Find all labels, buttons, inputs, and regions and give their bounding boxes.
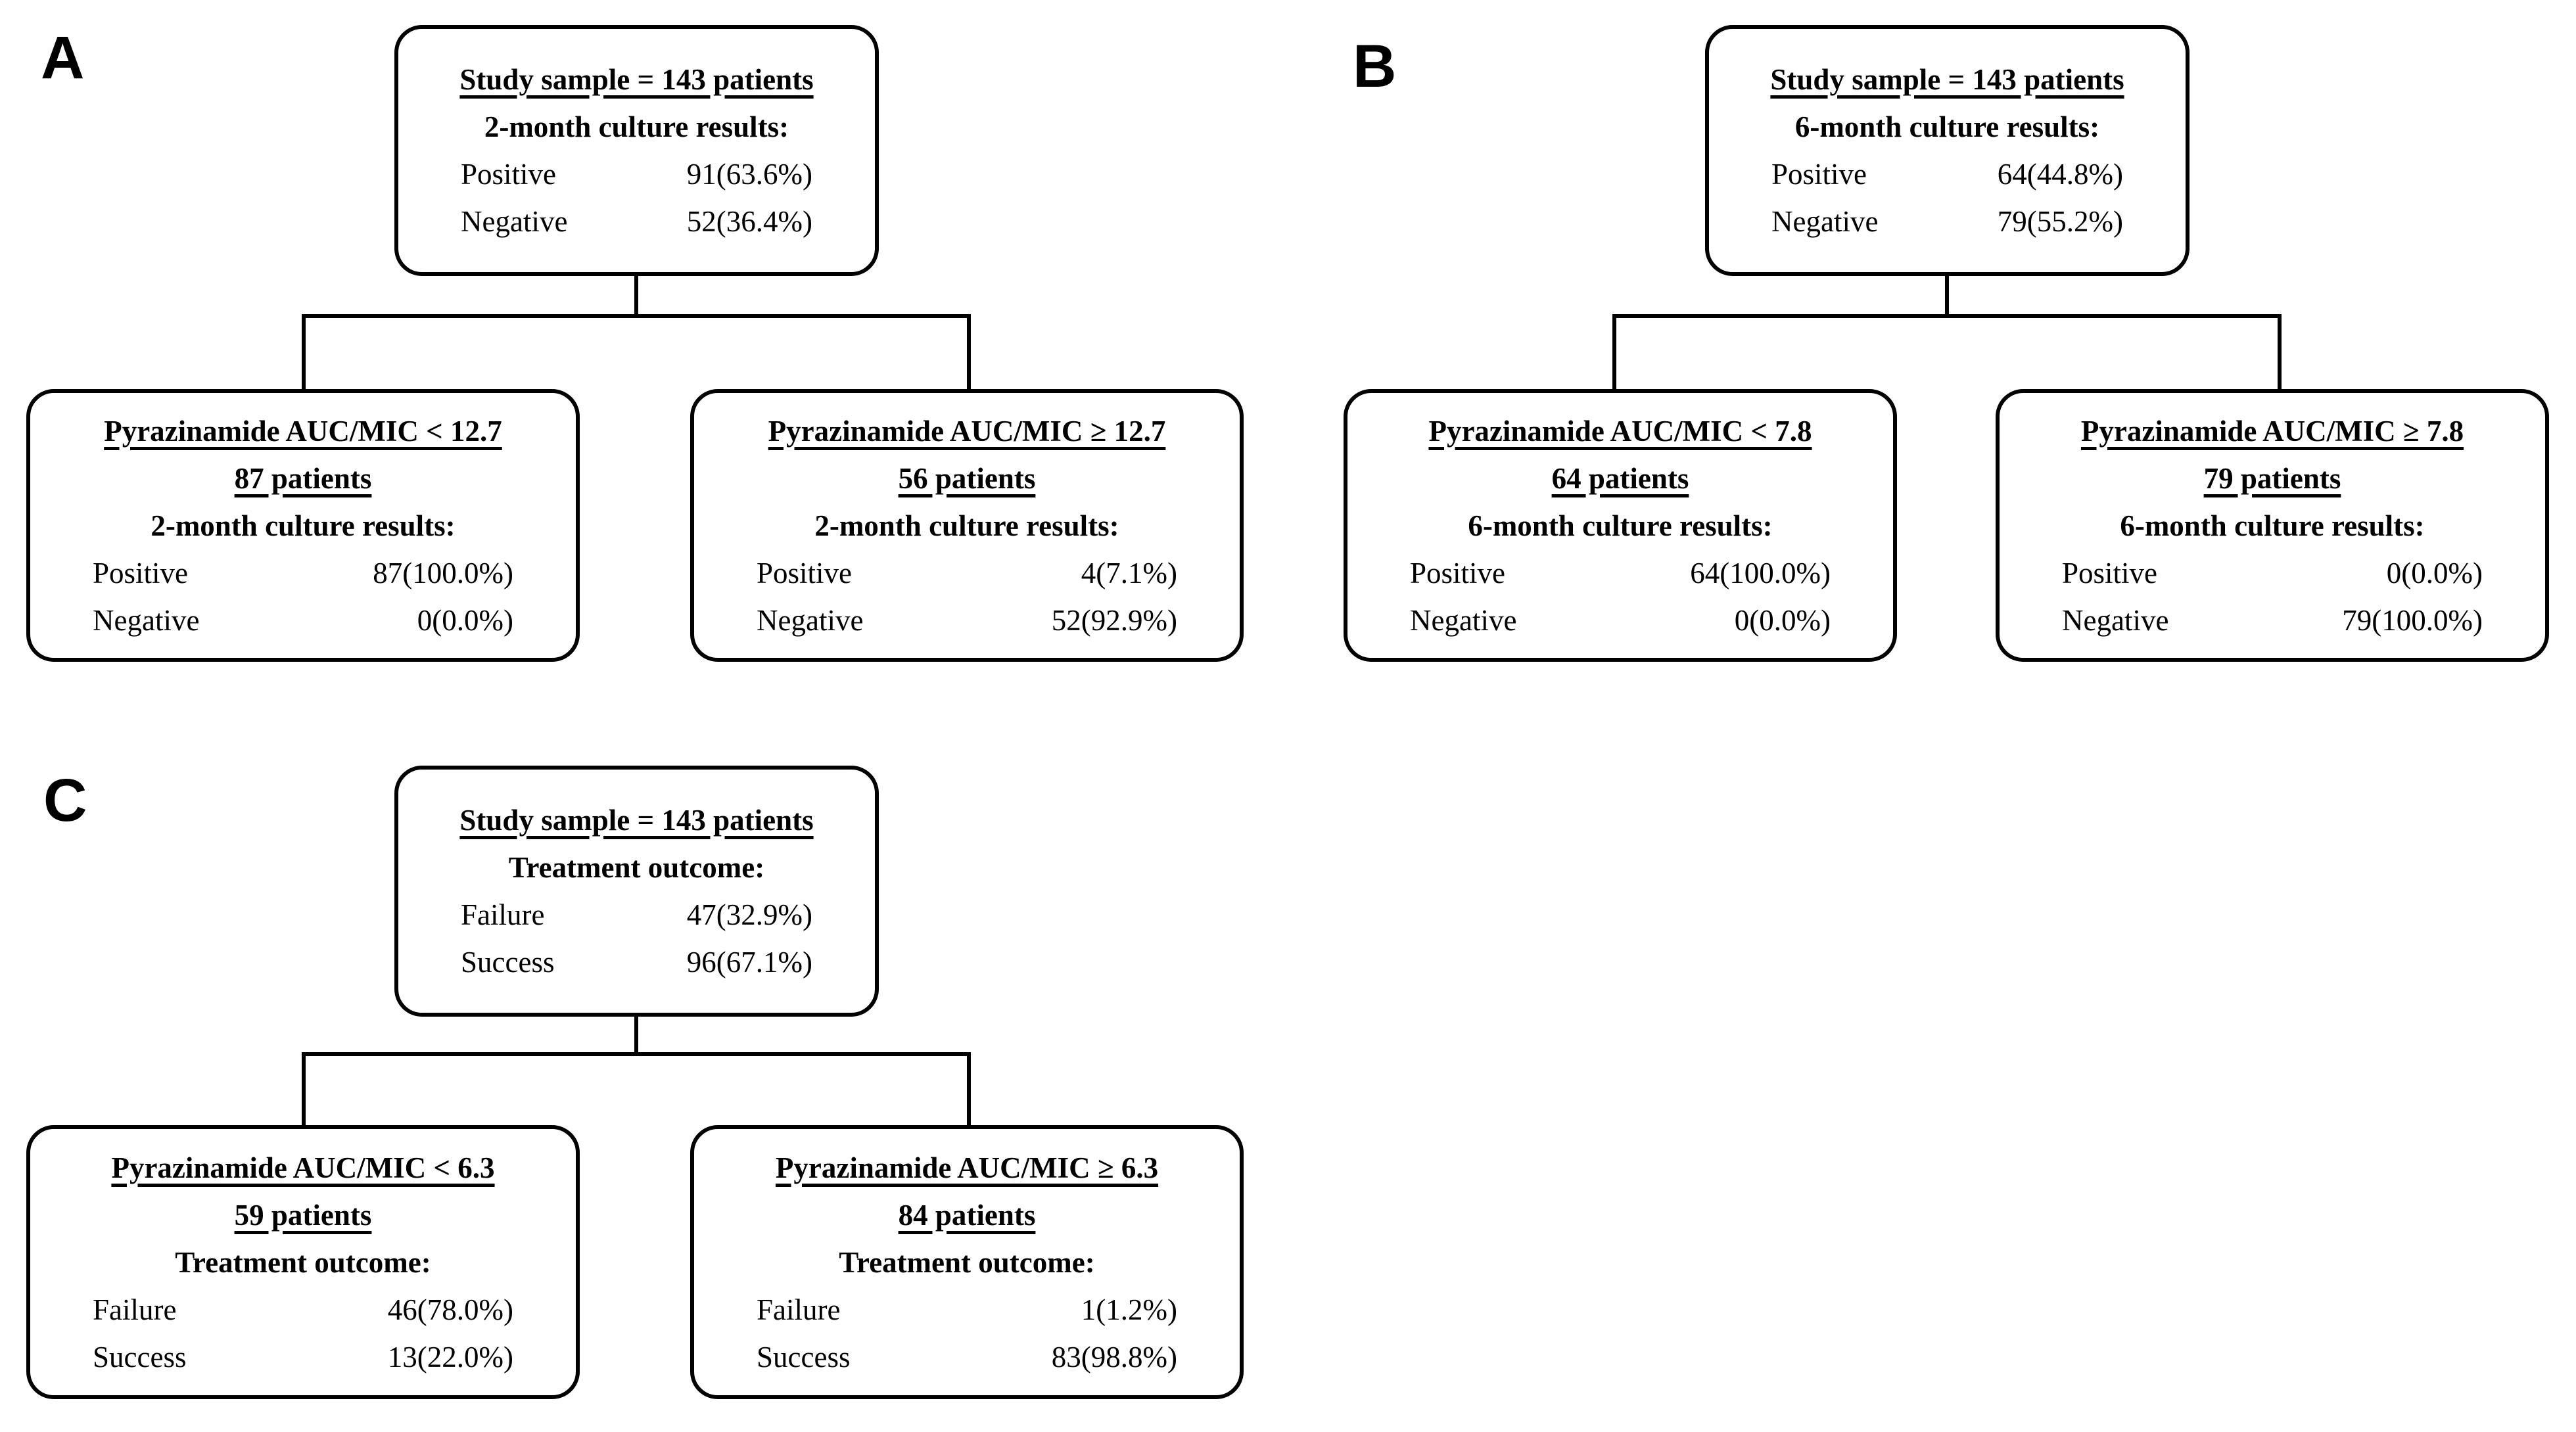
box-title: Study sample = 143 patients bbox=[459, 63, 814, 96]
stat-row: Positive 4(7.1%) bbox=[694, 549, 1240, 597]
box-patients: 56 patients bbox=[898, 461, 1036, 495]
panel-b-right-child-box: Pyrazinamide AUC/MIC ≥ 7.8 79 patients 6… bbox=[1996, 389, 2549, 662]
box-subtitle: 2-month culture results: bbox=[151, 509, 456, 542]
row-value: 52(36.4%) bbox=[686, 205, 812, 238]
row-label: Negative bbox=[93, 603, 200, 637]
box-title: Pyrazinamide AUC/MIC ≥ 6.3 bbox=[775, 1151, 1159, 1184]
box-subtitle: Treatment outcome: bbox=[175, 1245, 431, 1279]
row-label: Success bbox=[461, 946, 555, 979]
row-label: Negative bbox=[1410, 603, 1517, 637]
row-value: 64(100.0%) bbox=[1690, 556, 1831, 589]
panel-c-right-child-box: Pyrazinamide AUC/MIC ≥ 6.3 84 patients T… bbox=[690, 1125, 1244, 1399]
box-title: Pyrazinamide AUC/MIC ≥ 12.7 bbox=[768, 414, 1166, 448]
row-label: Negative bbox=[461, 205, 568, 238]
stat-row: Negative 0(0.0%) bbox=[30, 597, 576, 644]
box-title: Pyrazinamide AUC/MIC < 6.3 bbox=[111, 1151, 495, 1184]
stat-row: Success 83(98.8%) bbox=[694, 1333, 1240, 1381]
row-label: Positive bbox=[1410, 556, 1506, 589]
panel-a-left-child-box: Pyrazinamide AUC/MIC < 12.7 87 patients … bbox=[26, 389, 580, 662]
panel-b-label: B bbox=[1353, 33, 1397, 100]
row-value: 91(63.6%) bbox=[686, 158, 812, 191]
stat-row: Positive 64(100.0%) bbox=[1347, 549, 1893, 597]
box-title: Pyrazinamide AUC/MIC < 7.8 bbox=[1428, 414, 1812, 448]
row-label: Positive bbox=[757, 556, 853, 589]
row-value: 96(67.1%) bbox=[686, 946, 812, 979]
box-title: Pyrazinamide AUC/MIC < 12.7 bbox=[104, 414, 502, 448]
stat-row: Negative 79(100.0%) bbox=[2000, 597, 2545, 644]
panel-a-right-child-box: Pyrazinamide AUC/MIC ≥ 12.7 56 patients … bbox=[690, 389, 1244, 662]
panel-b-connector-bracket bbox=[1612, 314, 2282, 389]
panel-c-label: C bbox=[43, 767, 87, 834]
row-value: 13(22.0%) bbox=[387, 1340, 513, 1374]
row-label: Positive bbox=[461, 158, 557, 191]
box-patients: 84 patients bbox=[898, 1198, 1036, 1232]
box-subtitle: 2-month culture results: bbox=[814, 509, 1119, 542]
stat-row: Success 96(67.1%) bbox=[398, 938, 875, 986]
row-value: 1(1.2%) bbox=[1081, 1293, 1177, 1326]
row-label: Success bbox=[757, 1340, 851, 1374]
panel-a-label: A bbox=[41, 24, 85, 91]
box-patients: 87 patients bbox=[234, 461, 372, 495]
panel-c-connector-stub bbox=[634, 1015, 638, 1055]
row-value: 0(0.0%) bbox=[2386, 556, 2483, 589]
panel-a-root-box: Study sample = 143 patients 2-month cult… bbox=[394, 25, 879, 276]
box-title: Study sample = 143 patients bbox=[459, 804, 814, 837]
stat-row: Failure 1(1.2%) bbox=[694, 1286, 1240, 1333]
box-title: Study sample = 143 patients bbox=[1770, 63, 2124, 96]
stat-row: Positive 91(63.6%) bbox=[398, 150, 875, 198]
panel-b-root-box: Study sample = 143 patients 6-month cult… bbox=[1705, 25, 2190, 276]
row-value: 87(100.0%) bbox=[373, 556, 513, 589]
stat-row: Negative 52(92.9%) bbox=[694, 597, 1240, 644]
box-subtitle: 2-month culture results: bbox=[484, 110, 789, 143]
box-subtitle: 6-month culture results: bbox=[1468, 509, 1773, 542]
row-value: 46(78.0%) bbox=[387, 1293, 513, 1326]
stat-row: Failure 47(32.9%) bbox=[398, 891, 875, 938]
box-subtitle: Treatment outcome: bbox=[839, 1245, 1095, 1279]
row-value: 64(44.8%) bbox=[1997, 158, 2123, 191]
panel-a-connector-stub bbox=[634, 275, 638, 317]
stat-row: Success 13(22.0%) bbox=[30, 1333, 576, 1381]
stat-row: Negative 79(55.2%) bbox=[1709, 198, 2186, 245]
stat-row: Positive 87(100.0%) bbox=[30, 549, 576, 597]
panel-a-connector-bracket bbox=[302, 314, 971, 389]
row-value: 52(92.9%) bbox=[1051, 603, 1177, 637]
box-patients: 59 patients bbox=[234, 1198, 372, 1232]
stat-row: Positive 64(44.8%) bbox=[1709, 150, 2186, 198]
row-label: Negative bbox=[1771, 205, 1879, 238]
row-value: 0(0.0%) bbox=[1734, 603, 1831, 637]
panel-c-left-child-box: Pyrazinamide AUC/MIC < 6.3 59 patients T… bbox=[26, 1125, 580, 1399]
box-patients: 64 patients bbox=[1551, 461, 1689, 495]
row-label: Negative bbox=[757, 603, 864, 637]
stat-row: Positive 0(0.0%) bbox=[2000, 549, 2545, 597]
row-value: 79(100.0%) bbox=[2342, 603, 2483, 637]
row-label: Failure bbox=[461, 898, 545, 931]
stat-row: Negative 0(0.0%) bbox=[1347, 597, 1893, 644]
panel-c-root-box: Study sample = 143 patients Treatment ou… bbox=[394, 766, 879, 1017]
row-label: Positive bbox=[93, 556, 189, 589]
row-label: Positive bbox=[2062, 556, 2158, 589]
row-value: 0(0.0%) bbox=[417, 603, 513, 637]
row-label: Failure bbox=[757, 1293, 841, 1326]
row-label: Negative bbox=[2062, 603, 2169, 637]
panel-c-connector-bracket bbox=[302, 1052, 971, 1125]
box-subtitle: 6-month culture results: bbox=[1794, 110, 2100, 143]
row-value: 4(7.1%) bbox=[1081, 556, 1177, 589]
row-label: Failure bbox=[93, 1293, 177, 1326]
row-value: 47(32.9%) bbox=[686, 898, 812, 931]
stat-row: Negative 52(36.4%) bbox=[398, 198, 875, 245]
row-label: Positive bbox=[1771, 158, 1867, 191]
row-label: Success bbox=[93, 1340, 187, 1374]
box-patients: 79 patients bbox=[2203, 461, 2341, 495]
box-subtitle: 6-month culture results: bbox=[2120, 509, 2425, 542]
box-title: Pyrazinamide AUC/MIC ≥ 7.8 bbox=[2080, 414, 2464, 448]
row-value: 83(98.8%) bbox=[1051, 1340, 1177, 1374]
panel-b-left-child-box: Pyrazinamide AUC/MIC < 7.8 64 patients 6… bbox=[1344, 389, 1897, 662]
panel-b-connector-stub bbox=[1945, 275, 1949, 317]
box-subtitle: Treatment outcome: bbox=[508, 851, 765, 884]
stat-row: Failure 46(78.0%) bbox=[30, 1286, 576, 1333]
row-value: 79(55.2%) bbox=[1997, 205, 2123, 238]
